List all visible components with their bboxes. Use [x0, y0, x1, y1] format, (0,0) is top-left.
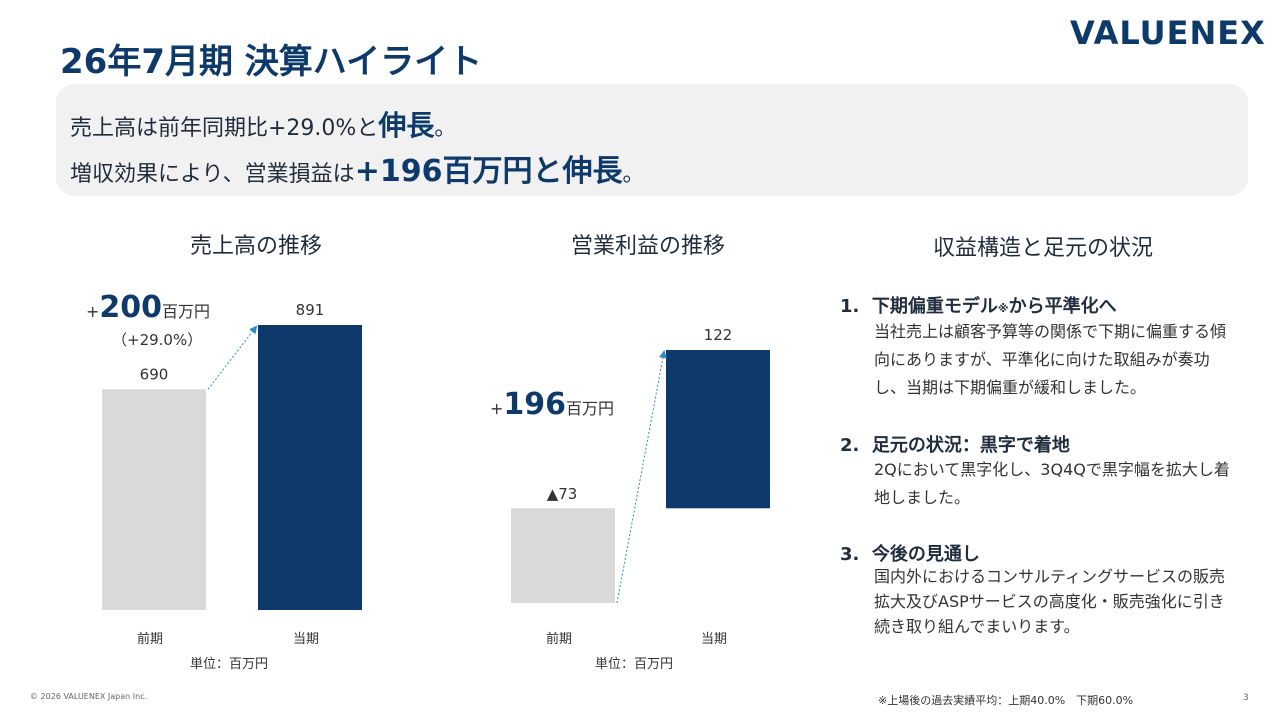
point-1-num: 1.: [840, 296, 860, 317]
bar-1: [258, 325, 362, 610]
revenue-delta-unit: 百万円: [162, 302, 211, 321]
bar-0: [102, 389, 206, 610]
footer-note: ※上場後の過去実績平均：上期40.0% 下期60.0%: [878, 694, 1134, 707]
op-delta: +196百万円: [490, 387, 614, 422]
category-label-1: 当期: [293, 632, 319, 647]
summary-line-2-suffix: 。: [622, 162, 645, 187]
point-1-mark: ※: [997, 302, 1009, 315]
point-2-head: 足元の状況：黒字で着地: [871, 435, 1070, 456]
value-label-1: 891: [296, 301, 325, 319]
summary-line-2-prefix: 増収効果により、営業損益は: [70, 162, 355, 187]
revenue-delta: +200百万円: [86, 290, 210, 325]
point-1-body: 当社売上は顧客予算等の関係で下期に偏重する傾向にありますが、平準化に向けた取組み…: [874, 322, 1227, 397]
op-delta-plus: +: [490, 399, 504, 418]
page-title: 26年7月期 決算ハイライト: [60, 42, 483, 82]
connector-arrow: [616, 350, 667, 604]
point-3-body: 国内外におけるコンサルティングサービスの販売拡大及びASPサービスの高度化・販売…: [874, 567, 1226, 636]
summary-box: [56, 84, 1248, 196]
revenue-section-title: 売上高の推移: [190, 234, 323, 259]
category-label-0: 前期: [137, 631, 163, 647]
summary-line-1-suffix: 。: [434, 116, 457, 141]
point-2-num: 2.: [840, 435, 860, 456]
revenue-delta-plus: +: [86, 302, 100, 321]
point-3-heading: 3. 今後の見通し: [840, 540, 980, 566]
summary-line-2-emphasis: +196百万円と伸長: [354, 154, 623, 189]
value-label-0: ▲73: [547, 485, 578, 503]
unit-label: 単位：百万円: [595, 656, 673, 672]
value-label-0: 690: [140, 365, 169, 383]
structure-section-title: 収益構造と足元の状況: [933, 236, 1154, 261]
point-1-head: 下期偏重モデル: [871, 296, 998, 317]
summary-line-1-emphasis: 伸長: [378, 109, 435, 142]
page-number: 3: [1243, 693, 1249, 703]
point-1-heading: 1. 下期偏重モデル※から平準化へ: [840, 292, 1117, 318]
footer-copyright: © 2026 VALUENEX Japan Inc.: [30, 692, 148, 701]
point-1-head-tail: から平準化へ: [1008, 296, 1117, 317]
point-2-heading: 2. 足元の状況：黒字で着地: [840, 431, 1070, 457]
revenue-delta-value: 200: [99, 290, 163, 325]
category-label-1: 当期: [701, 632, 727, 647]
bar-0: [511, 508, 615, 603]
point-2-body: 2Qにおいて黒字化し、3Q4Qで黒字幅を拡大し着地しました。: [874, 460, 1230, 507]
bar-1: [666, 350, 770, 509]
summary-line-1: 売上高は前年同期比+29.0%と伸長。: [70, 104, 456, 144]
point-3-num: 3.: [840, 544, 860, 565]
unit-label: 単位：百万円: [190, 656, 268, 672]
category-label-0: 前期: [546, 631, 572, 647]
value-label-1: 122: [704, 326, 733, 344]
summary-line-1-prefix: 売上高は前年同期比+29.0%と: [70, 116, 379, 141]
op-delta-value: 196: [503, 387, 567, 422]
op-delta-unit: 百万円: [566, 399, 615, 418]
connector-arrow: [207, 325, 258, 390]
op-section-title: 営業利益の推移: [571, 234, 726, 259]
brand-logo: VALUENEX: [1070, 14, 1266, 52]
summary-line-2: 増収効果により、営業損益は+196百万円と伸長。: [70, 146, 644, 190]
point-3-head: 今後の見通し: [871, 544, 980, 565]
revenue-delta-pct: （+29.0%）: [112, 331, 203, 349]
